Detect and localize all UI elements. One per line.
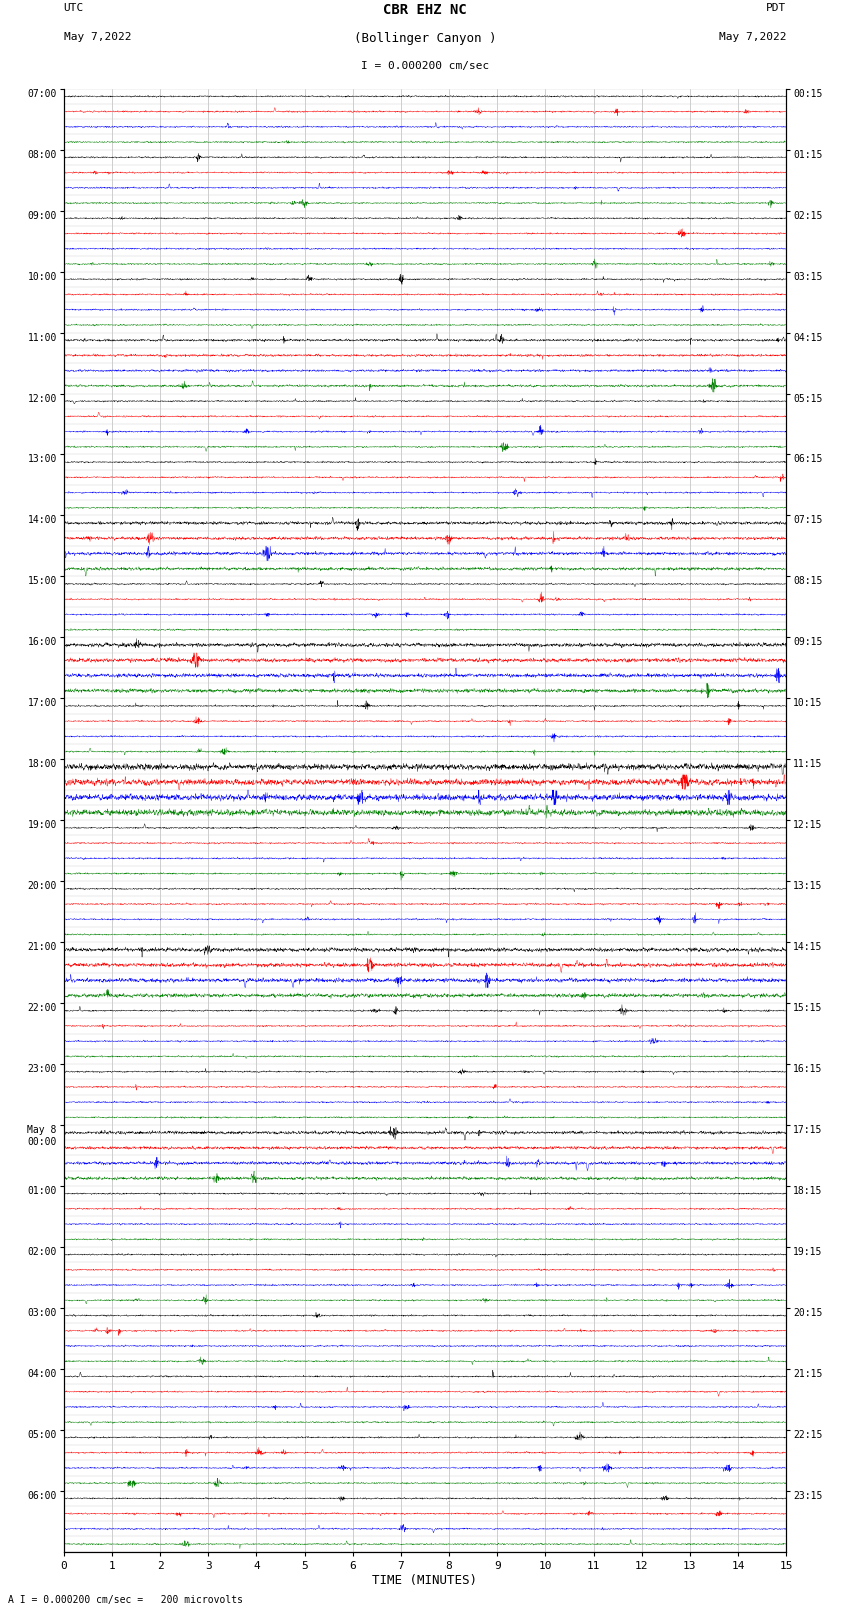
Text: UTC: UTC (64, 3, 84, 13)
Text: I = 0.000200 cm/sec: I = 0.000200 cm/sec (361, 61, 489, 71)
Text: May 7,2022: May 7,2022 (719, 32, 786, 42)
Text: CBR EHZ NC: CBR EHZ NC (383, 3, 467, 18)
Text: PDT: PDT (766, 3, 786, 13)
Text: (Bollinger Canyon ): (Bollinger Canyon ) (354, 32, 496, 45)
Text: May 7,2022: May 7,2022 (64, 32, 131, 42)
X-axis label: TIME (MINUTES): TIME (MINUTES) (372, 1574, 478, 1587)
Text: A I = 0.000200 cm/sec =   200 microvolts: A I = 0.000200 cm/sec = 200 microvolts (8, 1595, 243, 1605)
